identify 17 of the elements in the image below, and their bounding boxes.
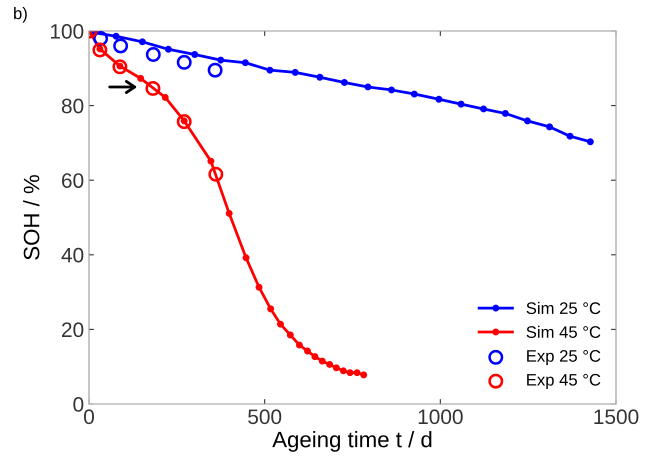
y-tick-label: 40 (61, 248, 84, 263)
x-axis-title: Ageing time t / d (272, 431, 432, 452)
y-tick-label: 0 (73, 397, 84, 412)
text: b) (14, 7, 27, 23)
x-tick-label: 0 (84, 409, 94, 424)
x-tick-label: 1500 (594, 409, 638, 424)
legend-label: Sim 25 °C (526, 302, 600, 314)
y-tick-label: 80 (62, 98, 84, 114)
x-tick-label: 1000 (418, 409, 463, 424)
y-axis-title: SOH / % (23, 175, 40, 260)
x-tick-label: 500 (248, 409, 282, 424)
y-tick-label: 20 (62, 322, 84, 338)
legend-label: Exp 45 °C (527, 374, 600, 389)
legend-label: Exp 25 °C (527, 350, 600, 366)
legend-label: Sim 45 °C (526, 326, 600, 338)
y-tick-label: 100 (50, 24, 84, 39)
y-tick-label: 60 (62, 173, 84, 188)
